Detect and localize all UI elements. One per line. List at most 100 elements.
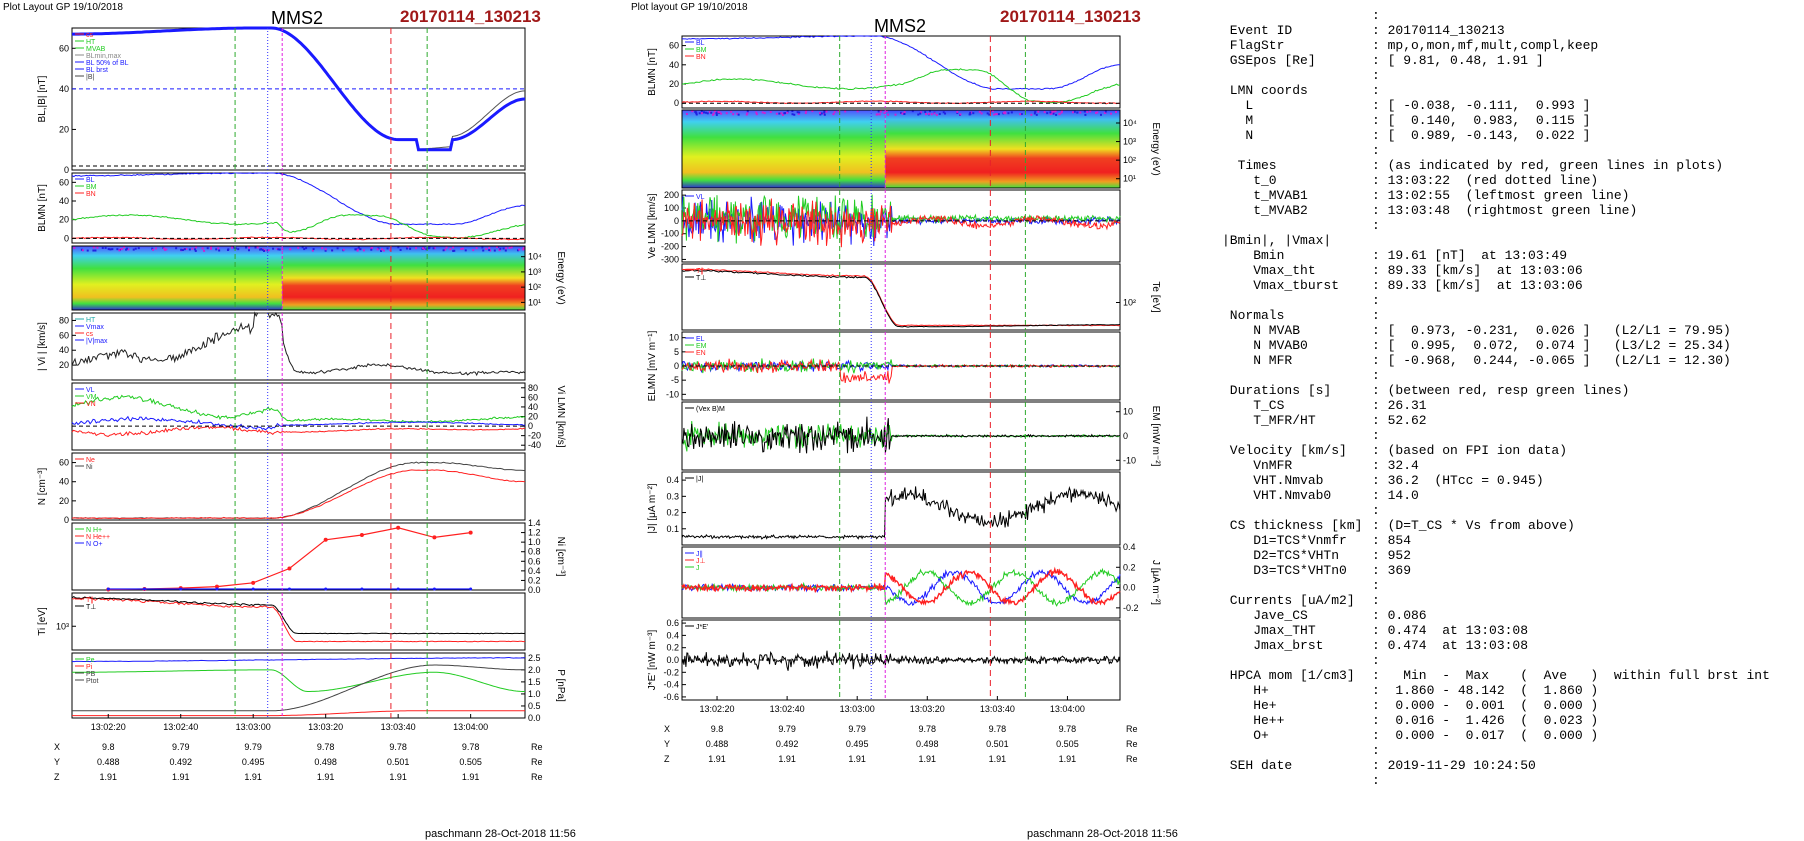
spectrogram-speckle — [1096, 111, 1099, 114]
spectrogram-speckle — [260, 248, 263, 251]
info-row: L: [ -0.038, -0.111, 0.993 ] — [1222, 98, 1770, 113]
spectrogram-speckle — [218, 249, 221, 252]
left-spacecraft-title: MMS2 — [271, 8, 324, 28]
spectrogram-speckle — [289, 248, 292, 251]
spectrogram-speckle — [887, 113, 890, 116]
spectrogram-speckle — [321, 247, 324, 250]
series-jabs — [681, 485, 1121, 540]
spectrogram-speckle — [1051, 110, 1054, 113]
spectrogram-speckle — [357, 246, 360, 249]
spectrogram-speckle — [432, 247, 435, 250]
spectrogram-speckle — [475, 247, 478, 250]
spectrogram-speckle — [359, 248, 362, 251]
legend-label: Pe — [86, 657, 95, 664]
spectrogram-speckle — [708, 110, 711, 113]
spectrogram-speckle — [928, 110, 931, 113]
spectrogram-speckle — [797, 112, 800, 115]
spectrogram-speckle — [237, 248, 240, 251]
series-ve-n — [681, 198, 1121, 248]
spectrogram-speckle — [805, 110, 808, 113]
spectrogram-speckle — [247, 249, 250, 252]
info-row: Jmax_brst: 0.474 at 13:03:08 — [1222, 638, 1770, 653]
spectrogram-speckle — [194, 249, 197, 252]
y-axis-label: BL,|B| [nT] — [37, 75, 48, 122]
info-value: : — [1372, 293, 1380, 308]
info-key: VHT.Nmvab — [1222, 473, 1324, 488]
spectrogram-speckle — [137, 247, 140, 250]
spectrogram-speckle — [1052, 112, 1055, 115]
data-point — [468, 530, 473, 535]
data-point — [215, 587, 219, 591]
info-row: : — [1222, 293, 1770, 308]
spectrogram-speckle — [151, 247, 154, 250]
legend-label: N O+ — [86, 541, 103, 548]
info-value: : 89.33 [km/s] at 13:03:06 — [1372, 278, 1583, 293]
spectrogram-speckle — [746, 110, 749, 113]
info-row: SEH date: 2019-11-29 10:24:50 — [1222, 758, 1770, 773]
data-point — [469, 587, 473, 591]
spectrogram-speckle — [786, 111, 789, 114]
y-tick-label: 60 — [528, 392, 538, 402]
spectrogram-speckle — [1054, 110, 1057, 113]
spectrogram-speckle — [234, 247, 237, 250]
position-value: 1.91 — [244, 772, 262, 782]
spectrogram-speckle — [132, 248, 135, 251]
spectrogram-speckle — [415, 247, 418, 250]
y-tick-label: 0 — [64, 165, 69, 175]
info-key: N — [1222, 128, 1254, 143]
panel-frame — [71, 592, 526, 651]
spectrogram-speckle — [324, 248, 327, 251]
spectrogram-speckle — [1110, 112, 1113, 115]
spectrogram-speckle — [755, 113, 758, 116]
info-value: : 13:02:55 (leftmost green line) — [1372, 188, 1630, 203]
panel-6: 0.1 0.2 0.3 0.4 |J| [μA m⁻²] |J| — [647, 471, 1121, 546]
legend-label: Vmax — [86, 324, 104, 331]
position-value: 9.78 — [317, 742, 335, 752]
spectrogram-speckle — [730, 110, 733, 113]
y-tick-label: 0 — [674, 216, 679, 226]
y-tick-label: 10¹ — [1123, 174, 1136, 184]
panel-frame — [71, 382, 526, 451]
spectrogram-speckle — [107, 248, 110, 251]
y-tick-label: 0 — [64, 515, 69, 525]
spectrogram-speckle — [1050, 112, 1053, 115]
y-tick-label: 1.5 — [528, 677, 541, 687]
legend-label: HT — [86, 39, 96, 46]
spectrogram-speckle — [959, 113, 962, 116]
y-tick-label: 0.1 — [666, 524, 679, 534]
legend-label: MVAB — [86, 46, 106, 53]
right-spacecraft-title: MMS2 — [874, 16, 927, 36]
info-key: t_MVAB2 — [1222, 203, 1308, 218]
data-point — [251, 580, 256, 585]
spectrogram-speckle — [894, 113, 897, 116]
y-tick-label: 0.2 — [666, 643, 679, 653]
spectrogram-speckle — [119, 247, 122, 250]
spectrogram-speckle — [109, 248, 112, 251]
position-value: 9.78 — [462, 742, 480, 752]
info-row: N MVAB0: [ 0.995, 0.072, 0.074 ] (L3/L2 … — [1222, 338, 1770, 353]
spectrogram-speckle — [452, 246, 455, 249]
info-value: : (as indicated by red, green lines in p… — [1372, 158, 1724, 173]
panel-frame — [71, 172, 526, 244]
info-key: N MVAB0 — [1222, 338, 1308, 353]
y-axis-label: J [μA m⁻²] — [1150, 560, 1161, 605]
spectrogram-speckle — [399, 248, 402, 251]
spectrogram-speckle — [428, 247, 431, 250]
info-value: : — [1372, 8, 1380, 23]
spectrogram-speckle — [73, 246, 76, 249]
info-row: Velocity [km/s]: (based on FPI ion data) — [1222, 443, 1770, 458]
spectrogram-speckle — [324, 249, 327, 252]
spectrogram-speckle — [1034, 111, 1037, 114]
spectrogram-speckle — [297, 246, 300, 249]
spectrogram-speckle — [1104, 110, 1107, 113]
position-row-label: Y — [54, 757, 60, 767]
spectrogram-speckle — [311, 249, 314, 252]
position-value: 9.79 — [172, 742, 190, 752]
info-value: : 0.086 — [1372, 608, 1427, 623]
spectrogram-speckle — [312, 248, 315, 251]
